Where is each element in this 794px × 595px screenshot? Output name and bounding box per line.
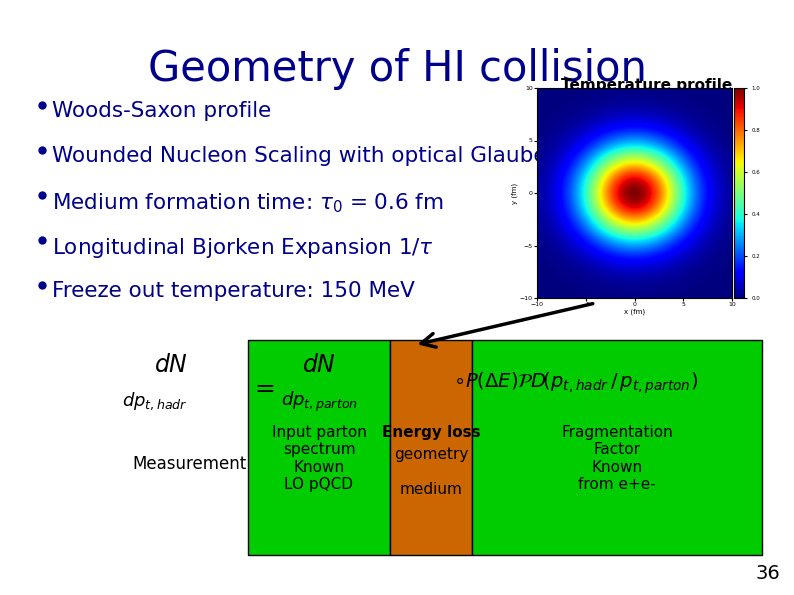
Text: Longitudinal Bjorken Expansion 1/$\tau$: Longitudinal Bjorken Expansion 1/$\tau$ [52, 236, 434, 260]
Text: $dp_{t,parton}$: $dp_{t,parton}$ [280, 390, 357, 414]
Text: Freeze out temperature: 150 MeV: Freeze out temperature: 150 MeV [52, 281, 415, 301]
Text: geometry

medium: geometry medium [394, 447, 468, 497]
Text: Medium formation time: $\tau_0$ = 0.6 fm: Medium formation time: $\tau_0$ = 0.6 fm [52, 191, 444, 215]
Text: $dN$: $dN$ [154, 353, 188, 377]
Bar [472, 340, 762, 555]
Text: Woods-Saxon profile: Woods-Saxon profile [52, 101, 272, 121]
Bar [390, 340, 472, 555]
Text: Wounded Nucleon Scaling with optical Glauber: Wounded Nucleon Scaling with optical Gla… [52, 146, 556, 166]
Text: 36: 36 [755, 564, 780, 583]
Text: Energy loss: Energy loss [382, 425, 480, 440]
Y-axis label: y (fm): y (fm) [512, 183, 518, 203]
Text: Fragmentation
Factor
Known
from e+e-: Fragmentation Factor Known from e+e- [561, 425, 673, 492]
Bar [248, 340, 390, 555]
Text: $dp_{t,hadr}$: $dp_{t,hadr}$ [122, 390, 188, 412]
Text: $\circ P(\Delta E)\mathcal{P}D\!\left(p_{t,hadr}\,/\,p_{t,parton}\right)$: $\circ P(\Delta E)\mathcal{P}D\!\left(p_… [453, 370, 699, 396]
X-axis label: x (fm): x (fm) [624, 309, 645, 315]
Text: Measurement: Measurement [133, 455, 247, 473]
Text: Temperature profile: Temperature profile [561, 78, 732, 93]
Text: $dN$: $dN$ [302, 353, 336, 377]
Text: $=$: $=$ [250, 375, 276, 399]
Text: Geometry of HI collision: Geometry of HI collision [148, 48, 646, 90]
Text: Input parton
spectrum
Known
LO pQCD: Input parton spectrum Known LO pQCD [272, 425, 367, 492]
